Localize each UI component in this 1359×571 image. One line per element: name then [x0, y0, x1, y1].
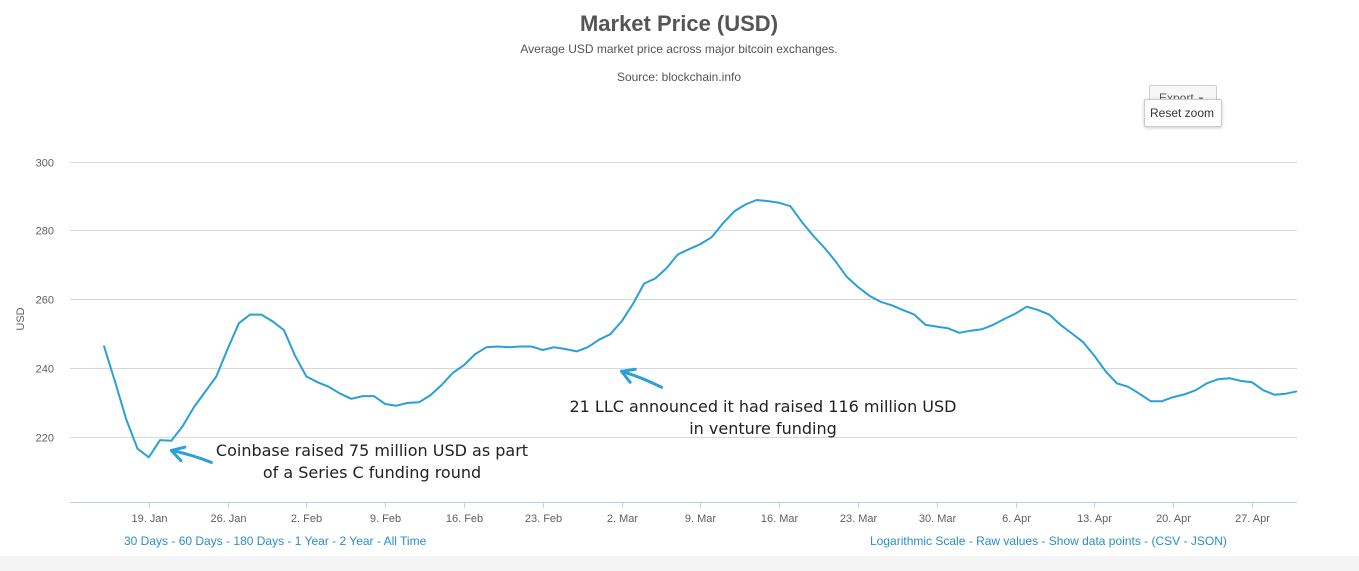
- y-tick-label: 300: [36, 158, 54, 170]
- separator: -: [1180, 534, 1191, 548]
- x-tick-label: 27. Apr: [1235, 513, 1270, 525]
- annotation-text: Coinbase raised 75 million USD as part: [216, 441, 528, 460]
- y-tick-label: 280: [36, 226, 54, 238]
- x-tick-label: 9. Feb: [370, 513, 401, 525]
- footer-link[interactable]: 180 Days: [233, 534, 285, 548]
- separator: -: [284, 534, 295, 548]
- separator: -: [373, 534, 384, 548]
- view-options: Logarithmic Scale - Raw values - Show da…: [870, 534, 1227, 548]
- x-tick-label: 26. Jan: [210, 513, 246, 525]
- footer-link[interactable]: Logarithmic Scale: [870, 534, 966, 548]
- x-tick-label: 19. Jan: [131, 513, 167, 525]
- footer-link[interactable]: Raw values: [976, 534, 1039, 548]
- y-axis-label: USD: [15, 307, 27, 330]
- axis-layer: 220 240 260 280 300 19. Jan 26. Jan 2. Feb 9. Fe…: [36, 158, 1297, 525]
- x-tick-label: 16. Feb: [446, 513, 483, 525]
- separator: -: [328, 534, 340, 548]
- x-tick-label: 23. Mar: [840, 513, 878, 525]
- x-tick-label: 20. Apr: [1156, 513, 1191, 525]
- grid-layer: [70, 162, 1297, 438]
- annotation-arrow: [620, 369, 664, 389]
- reset-zoom-button[interactable]: Reset zoom: [1144, 99, 1222, 127]
- y-tick-label: 260: [36, 295, 54, 307]
- separator: -: [222, 534, 234, 548]
- annotation-text: in venture funding: [689, 419, 837, 438]
- footer-link[interactable]: 30 Days: [124, 534, 169, 548]
- x-tick-label: 13. Apr: [1077, 513, 1112, 525]
- range-selector: 30 Days - 60 Days - 180 Days - 1 Year - …: [124, 534, 426, 548]
- separator: -: [1038, 534, 1049, 548]
- footer-link[interactable]: Show data points: [1048, 534, 1141, 548]
- annotation-layer: Coinbase raised 75 million USD as part of…: [169, 367, 957, 482]
- annotation-arrowhead: [620, 367, 637, 384]
- annotation-arrowhead: [169, 445, 187, 463]
- footer-link[interactable]: All Time: [383, 534, 427, 548]
- footer-link[interactable]: CSV: [1155, 534, 1181, 548]
- series-layer: [102, 199, 1298, 459]
- bottom-bar: [0, 556, 1359, 571]
- x-tick-label: 16. Mar: [761, 513, 799, 525]
- chart-source: Source: blockchain.info: [617, 70, 741, 84]
- footer-link[interactable]: 1 Year: [294, 534, 329, 548]
- y-tick-label: 220: [36, 433, 54, 445]
- x-tick-label: 9. Mar: [685, 513, 717, 525]
- y-tick-label: 240: [36, 364, 54, 376]
- separator: -: [965, 534, 977, 548]
- annotation-text: 21 LLC announced it had raised 116 milli…: [569, 397, 956, 416]
- footer-link[interactable]: 60 Days: [178, 534, 223, 548]
- separator: -: [168, 534, 179, 548]
- chart-subtitle: Average USD market price across major bi…: [520, 42, 837, 56]
- footer-link[interactable]: 2 Year: [339, 534, 374, 548]
- chart-title: Market Price (USD): [580, 11, 778, 36]
- separator: - (: [1140, 534, 1156, 548]
- footer-link[interactable]: JSON: [1190, 534, 1223, 548]
- x-tick-label: 6. Apr: [1002, 513, 1031, 525]
- price-series-line: [102, 199, 1298, 459]
- x-tick-label: 2. Mar: [607, 513, 639, 525]
- x-tick-label: 2. Feb: [291, 513, 322, 525]
- annotation-text: of a Series C funding round: [263, 463, 481, 482]
- x-tick-label: 23. Feb: [525, 513, 562, 525]
- separator: ): [1222, 534, 1227, 548]
- x-tick-label: 30. Mar: [919, 513, 957, 525]
